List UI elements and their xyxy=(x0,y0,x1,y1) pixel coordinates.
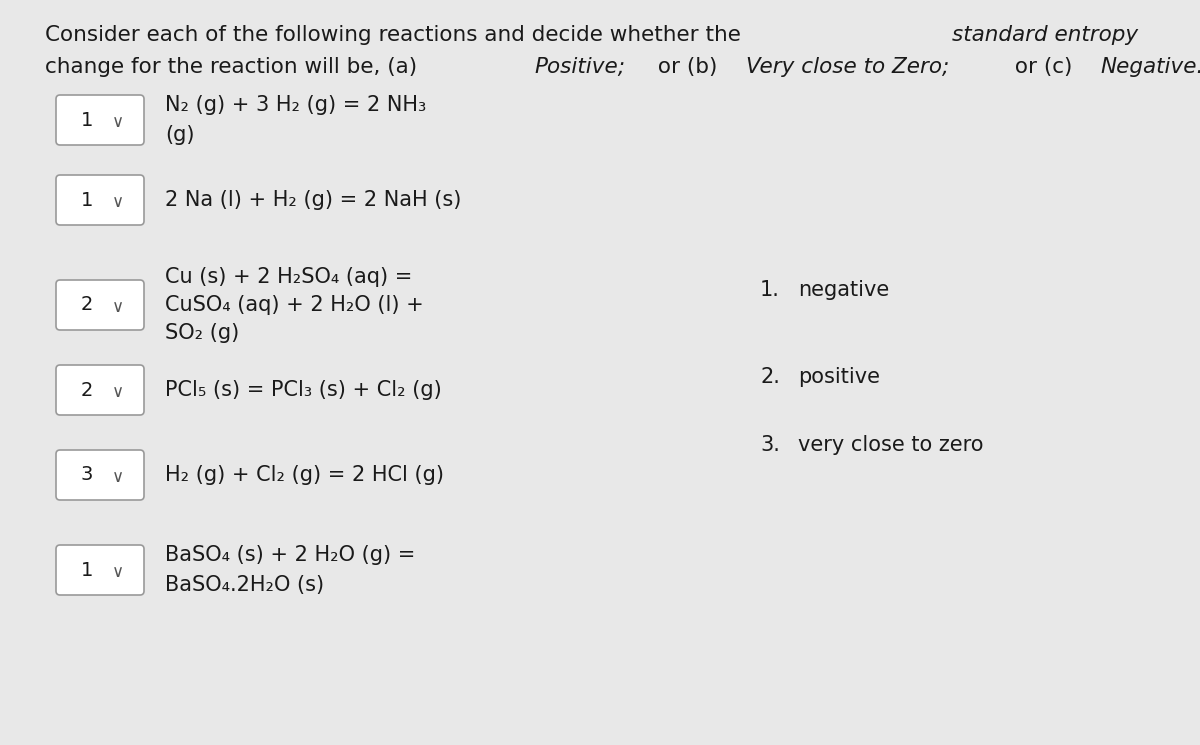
Text: (g): (g) xyxy=(166,125,194,145)
Text: negative: negative xyxy=(798,280,889,300)
FancyBboxPatch shape xyxy=(56,450,144,500)
Text: N₂ (g) + 3 H₂ (g) = 2 NH₃: N₂ (g) + 3 H₂ (g) = 2 NH₃ xyxy=(166,95,426,115)
Text: 1: 1 xyxy=(80,191,94,209)
Text: BaSO₄.2H₂O (s): BaSO₄.2H₂O (s) xyxy=(166,575,324,595)
Text: ∨: ∨ xyxy=(112,193,124,211)
Text: or (c): or (c) xyxy=(1008,57,1080,77)
FancyBboxPatch shape xyxy=(56,545,144,595)
Text: Negative.: Negative. xyxy=(1100,57,1200,77)
Text: 3: 3 xyxy=(80,466,94,484)
Text: change for the reaction will be, (a): change for the reaction will be, (a) xyxy=(46,57,424,77)
Text: 2: 2 xyxy=(80,381,94,399)
Text: 1: 1 xyxy=(80,110,94,130)
Text: CuSO₄ (aq) + 2 H₂O (l) +: CuSO₄ (aq) + 2 H₂O (l) + xyxy=(166,295,424,315)
Text: or (b): or (b) xyxy=(652,57,725,77)
FancyBboxPatch shape xyxy=(56,95,144,145)
Text: 1: 1 xyxy=(80,560,94,580)
Text: PCl₅ (s) = PCl₃ (s) + Cl₂ (g): PCl₅ (s) = PCl₃ (s) + Cl₂ (g) xyxy=(166,380,442,400)
FancyBboxPatch shape xyxy=(56,280,144,330)
Text: ∨: ∨ xyxy=(112,383,124,401)
Text: very close to zero: very close to zero xyxy=(798,435,984,455)
Text: ∨: ∨ xyxy=(112,113,124,131)
Text: Very close to Zero;: Very close to Zero; xyxy=(746,57,949,77)
Text: 1.: 1. xyxy=(760,280,780,300)
Text: standard entropy: standard entropy xyxy=(952,25,1138,45)
Text: 2.: 2. xyxy=(760,367,780,387)
Text: Cu (s) + 2 H₂SO₄ (aq) =: Cu (s) + 2 H₂SO₄ (aq) = xyxy=(166,267,413,287)
Text: BaSO₄ (s) + 2 H₂O (g) =: BaSO₄ (s) + 2 H₂O (g) = xyxy=(166,545,415,565)
FancyBboxPatch shape xyxy=(56,175,144,225)
Text: 2 Na (l) + H₂ (g) = 2 NaH (s): 2 Na (l) + H₂ (g) = 2 NaH (s) xyxy=(166,190,461,210)
Text: Consider each of the following reactions and decide whether the: Consider each of the following reactions… xyxy=(46,25,748,45)
Text: ∨: ∨ xyxy=(112,563,124,581)
Text: positive: positive xyxy=(798,367,880,387)
Text: Positive;: Positive; xyxy=(534,57,625,77)
Text: H₂ (g) + Cl₂ (g) = 2 HCl (g): H₂ (g) + Cl₂ (g) = 2 HCl (g) xyxy=(166,465,444,485)
FancyBboxPatch shape xyxy=(56,365,144,415)
Text: ∨: ∨ xyxy=(112,468,124,486)
Text: 3.: 3. xyxy=(760,435,780,455)
Text: ∨: ∨ xyxy=(112,298,124,316)
Text: SO₂ (g): SO₂ (g) xyxy=(166,323,239,343)
Text: 2: 2 xyxy=(80,296,94,314)
